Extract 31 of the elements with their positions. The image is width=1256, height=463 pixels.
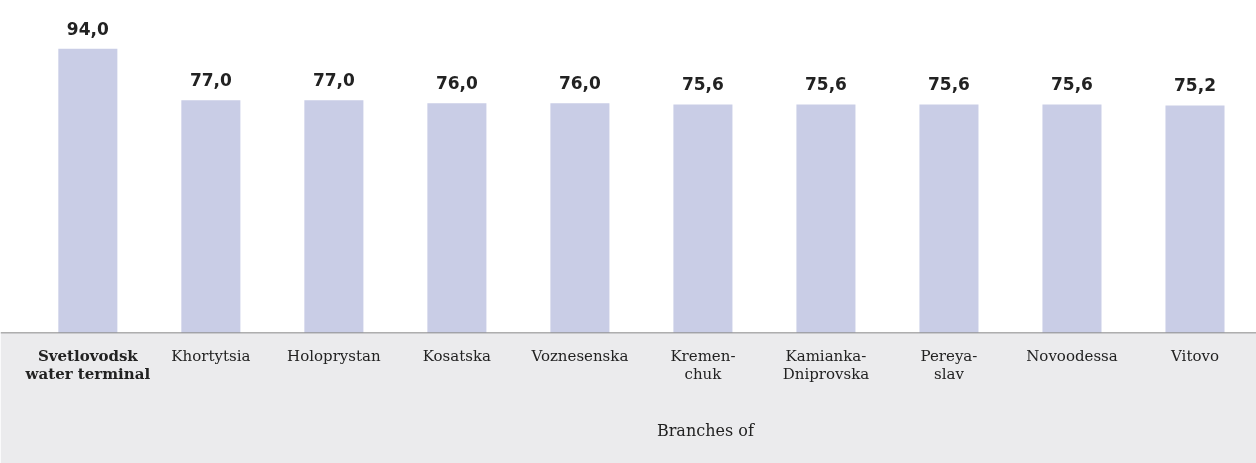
data-label: 75,6 (681, 74, 724, 95)
bar (1165, 105, 1225, 333)
data-label: 76,0 (435, 72, 479, 93)
x-tick-label: Svetlovodsk water terminal (24, 347, 151, 384)
data-label: 77,0 (312, 69, 356, 90)
bar (796, 104, 856, 333)
x-tick-label: Kosatska (422, 347, 492, 366)
bar (181, 100, 241, 333)
x-tick-label: Khortytsia (171, 347, 251, 366)
bar (58, 48, 118, 333)
data-label: 94,0 (66, 18, 109, 39)
bar (1042, 104, 1102, 333)
data-label: 75,6 (1051, 74, 1093, 95)
bar (919, 104, 979, 333)
x-tick-label: Voznesenska (530, 347, 629, 366)
data-label: 75,2 (1174, 75, 1216, 96)
data-label: 75,6 (804, 74, 847, 95)
bar (673, 104, 733, 333)
bar (304, 100, 364, 333)
bar (550, 103, 610, 333)
data-label: 75,6 (927, 74, 970, 95)
x-tick-label: Pereya- slav (920, 347, 978, 384)
bar (427, 103, 487, 333)
x-tick-label: Kremen- chuk (670, 347, 736, 384)
x-tick-label: Novoodessa (1026, 347, 1118, 366)
x-tick-label: Vitovo (1170, 347, 1219, 366)
x-tick-label: Holoprystan (287, 347, 381, 366)
data-label: 76,0 (558, 72, 602, 93)
text: Branches of (656, 421, 755, 441)
x-tick-label: Kamianka- Dniprovska (782, 347, 870, 384)
data-label: 77,0 (189, 69, 232, 90)
